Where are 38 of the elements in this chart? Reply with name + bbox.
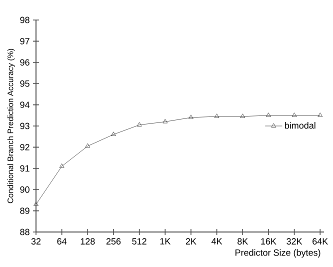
- y-tick-label: 90: [20, 186, 30, 193]
- x-tick-label: 512: [132, 238, 146, 245]
- y-tick-label: 92: [20, 144, 30, 150]
- point: [214, 114, 220, 118]
- x-tick-label: 8K: [238, 238, 248, 245]
- x-axis-title: Predictor Size (bytes): [236, 249, 320, 258]
- point: [34, 202, 38, 206]
- y-tick-label: 98: [20, 16, 30, 24]
- point: [266, 112, 271, 117]
- point: [318, 112, 323, 117]
- point: [292, 112, 297, 117]
- y-tick-label: 88: [20, 228, 30, 236]
- y-tick-label: 97: [20, 38, 30, 44]
- point: [85, 143, 90, 148]
- x-tick-label: 1K: [160, 238, 171, 244]
- legend-label: bimodal: [284, 122, 316, 129]
- point: [188, 114, 194, 120]
- y-tick-label: 89: [20, 208, 30, 214]
- x-tick-label: 16K: [261, 238, 276, 245]
- y-tick-label: 93: [20, 122, 30, 130]
- x-tick-label: 32K: [286, 238, 302, 245]
- y-tick-label: 94: [20, 102, 30, 108]
- x-tick-label: 2K: [186, 238, 196, 244]
- y-tick-label: 95: [20, 80, 30, 87]
- y-axis-title: Conditional Branch Prediction Accuracy (%): [7, 48, 15, 204]
- x-tick-label: 32: [31, 238, 41, 245]
- y-tick-label: 91: [20, 165, 30, 172]
- point: [162, 118, 168, 124]
- point: [136, 122, 142, 126]
- x-tick-label: 4K: [212, 238, 222, 244]
- point: [111, 132, 116, 136]
- point: [59, 163, 64, 168]
- x-tick-label: 64K: [312, 238, 328, 245]
- x-tick-label: 128: [80, 238, 95, 245]
- x-tick-label: 64: [57, 238, 67, 245]
- x-tick-label: 256: [106, 238, 121, 245]
- point: [240, 114, 246, 118]
- y-tick-label: 96: [20, 59, 30, 66]
